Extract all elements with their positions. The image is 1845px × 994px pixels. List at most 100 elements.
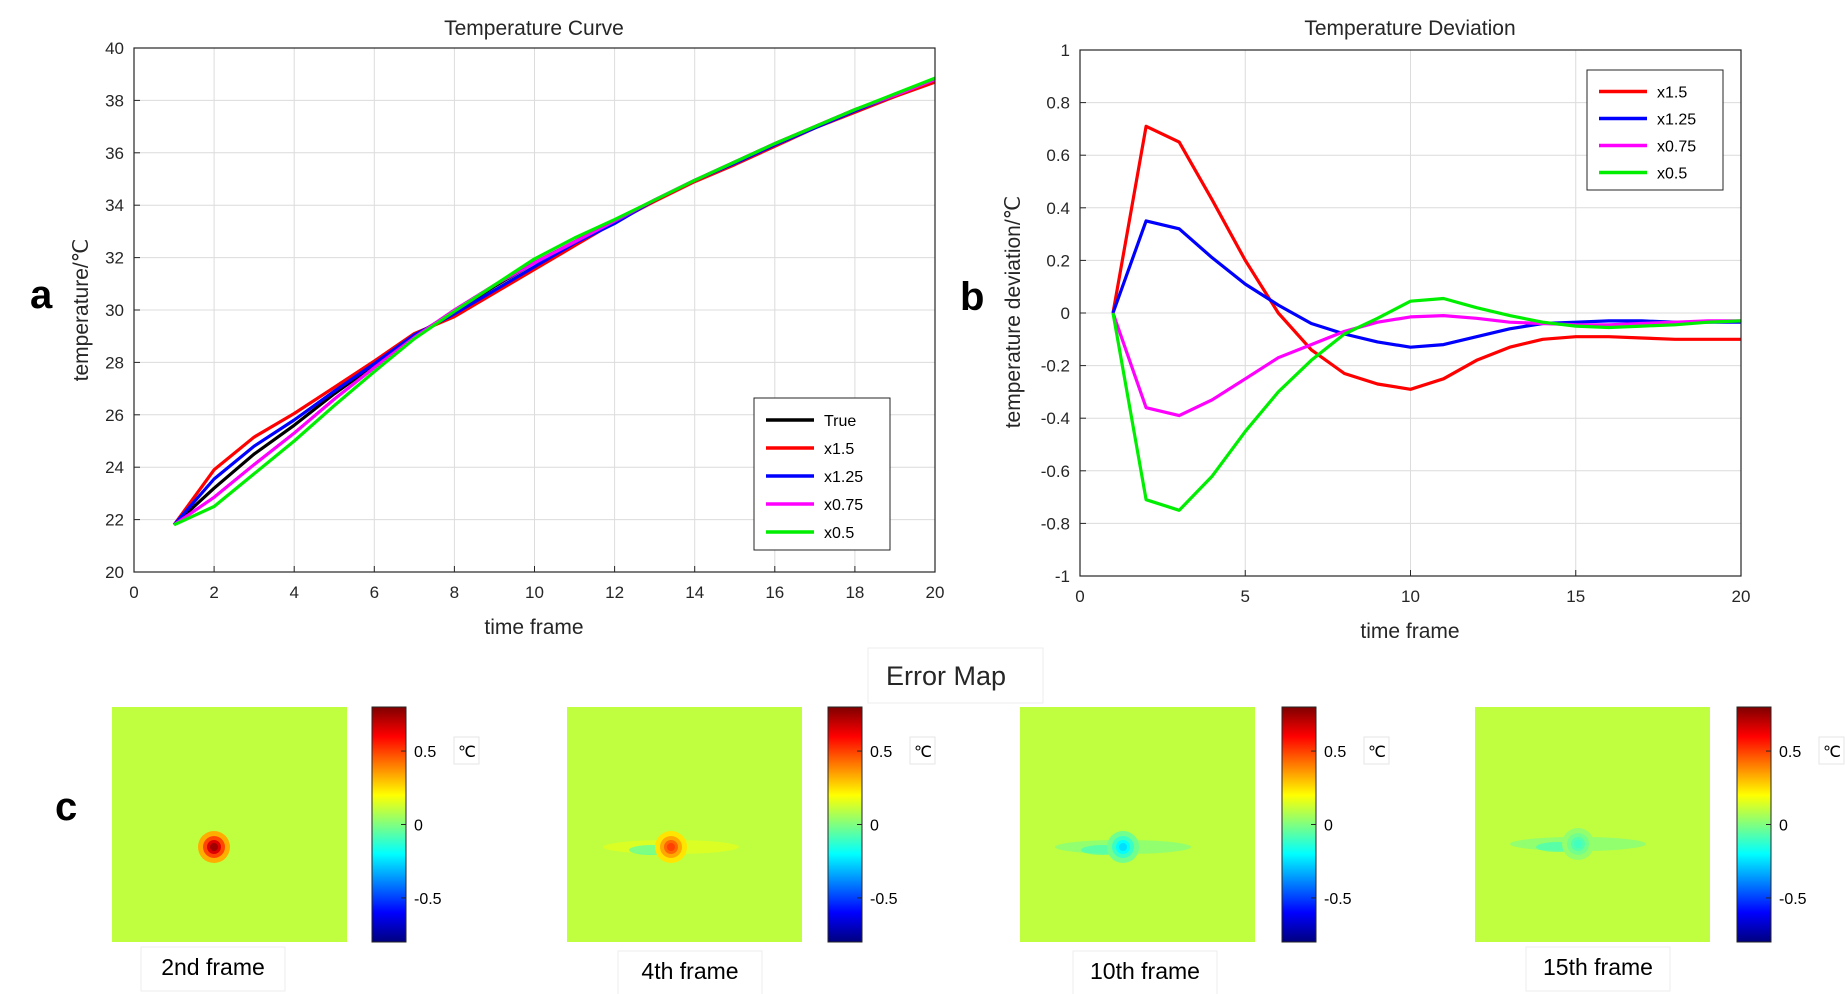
x-tick-label: 5 xyxy=(1241,587,1250,606)
colorbar xyxy=(827,706,863,943)
legend-box xyxy=(753,397,891,551)
y-tick-label: 32 xyxy=(105,249,124,268)
colorbar-tick-label: -0.5 xyxy=(414,891,442,908)
colorbar-tick-label: 0 xyxy=(1324,818,1333,835)
x-tick-label: 18 xyxy=(845,583,864,602)
x-tick-label: 6 xyxy=(370,583,379,602)
colorbar xyxy=(1281,706,1317,943)
colorbar xyxy=(371,706,407,943)
x-tick-label: 12 xyxy=(605,583,624,602)
x-tick-label: 14 xyxy=(685,583,704,602)
colorbar-unit: ℃ xyxy=(914,744,932,761)
colorbar-tick-label: 0.5 xyxy=(414,744,436,761)
x-tick-label: 20 xyxy=(926,583,945,602)
colorbar xyxy=(1736,706,1772,943)
caption-box xyxy=(617,950,763,994)
colorbar-tick-label: 0.5 xyxy=(870,744,892,761)
legend-label: x0.5 xyxy=(1657,166,1687,183)
caption-box xyxy=(140,946,286,992)
y-tick-label: -0.8 xyxy=(1041,514,1070,533)
x-tick-label: 2 xyxy=(209,583,218,602)
y-tick-label: 30 xyxy=(105,301,124,320)
unit-box xyxy=(1818,736,1845,765)
error-map-2: 0.5 0 -0.5 ℃ 4th frame xyxy=(567,706,936,994)
map-caption: 15th frame xyxy=(1543,954,1653,980)
x-axis-label-b: time frame xyxy=(1360,620,1459,643)
chart-title-b: Temperature Deviation xyxy=(1304,17,1515,40)
colorbar-tick-label: -0.5 xyxy=(1779,891,1807,908)
series-line-x0-75 xyxy=(1111,312,1741,418)
error-spot xyxy=(210,843,218,851)
y-tick-label: 36 xyxy=(105,144,124,163)
y-tick-label: 20 xyxy=(105,563,124,582)
caption-box xyxy=(1072,950,1218,994)
legend-a: True x1.5 x1.25 x0.75 x0.5 xyxy=(753,397,891,551)
x-axis-label-a: time frame xyxy=(484,616,583,639)
y-tick-label: 26 xyxy=(105,406,124,425)
legend-label: x1.5 xyxy=(1657,85,1687,102)
error-map-title-box xyxy=(867,647,1044,704)
y-tick-label: 22 xyxy=(105,511,124,530)
error-spot xyxy=(1574,840,1582,848)
x-tick-label: 20 xyxy=(1732,587,1751,606)
colorbar-unit: ℃ xyxy=(458,744,476,761)
colorbar-unit: ℃ xyxy=(1823,744,1841,761)
colorbar-tick-label: 0 xyxy=(870,818,879,835)
x-tick-label: 8 xyxy=(450,583,459,602)
unit-box xyxy=(453,736,480,765)
y-tick-label: 34 xyxy=(105,196,124,215)
error-map-panel: Error Map 0.5 0 -0.5 ℃ 2nd frame 0.5 0 -0.5 ℃ 4th… xyxy=(112,647,1845,994)
map-caption: 10th frame xyxy=(1090,958,1200,984)
legend-b: x1.5 x1.25 x0.75 x0.5 xyxy=(1586,69,1724,191)
series-group-b xyxy=(1111,124,1742,512)
legend-label: x1.25 xyxy=(824,469,863,486)
x-tick-label: 0 xyxy=(1075,587,1084,606)
x-tick-label: 16 xyxy=(765,583,784,602)
legend-label: x0.75 xyxy=(824,497,863,514)
y-tick-label: 0.6 xyxy=(1046,146,1070,165)
legend-label: x1.5 xyxy=(824,441,854,458)
colorbar-tick-label: -0.5 xyxy=(1324,891,1352,908)
y-axis-label-a: temperature/℃ xyxy=(70,239,93,382)
y-tick-label: -0.6 xyxy=(1041,462,1070,481)
legend-label: x0.75 xyxy=(1657,139,1696,156)
y-tick-label: 0 xyxy=(1061,304,1070,323)
y-axis-label-b: temperature deviation/℃ xyxy=(1002,196,1025,429)
map-caption: 2nd frame xyxy=(161,954,265,980)
error-map-image xyxy=(1020,707,1255,942)
ticks-b: 0 5 10 15 20 -1 -0.8 -0.6 -0.4 -0.2 0 0.2 0.4 0.6 0.8 1 xyxy=(1041,41,1751,606)
y-tick-label: 1 xyxy=(1061,41,1070,60)
series-line-x0-5 xyxy=(173,76,936,527)
temperature-deviation-chart: 0 5 10 15 20 -1 -0.8 -0.6 -0.4 -0.2 0 0.2 0.4 0.6 0.8 1… xyxy=(1002,17,1750,643)
y-tick-label: 38 xyxy=(105,91,124,110)
panel-label-b: b xyxy=(960,275,984,319)
error-map-3: 0.5 0 -0.5 ℃ 10th frame xyxy=(1020,706,1390,994)
y-tick-label: 0.2 xyxy=(1046,251,1070,270)
y-tick-label: 40 xyxy=(105,39,124,58)
x-tick-label: 10 xyxy=(525,583,544,602)
series-line-x1-5 xyxy=(1111,124,1741,391)
y-tick-label: 24 xyxy=(105,458,124,477)
x-tick-label: 0 xyxy=(129,583,138,602)
series-line-x1-25 xyxy=(1111,219,1741,349)
panel-label-a: a xyxy=(30,273,53,317)
legend-label: x1.25 xyxy=(1657,112,1696,129)
error-spot xyxy=(667,843,675,851)
y-tick-label: 0.4 xyxy=(1046,199,1070,218)
error-map-image xyxy=(112,707,347,942)
error-map-title: Error Map xyxy=(886,661,1006,691)
unit-box xyxy=(1363,736,1390,765)
error-map-4: 0.5 0 -0.5 ℃ 15th frame xyxy=(1475,706,1845,992)
colorbar-tick-label: 0.5 xyxy=(1324,744,1346,761)
series-group-a xyxy=(172,76,936,527)
y-tick-label: -0.4 xyxy=(1041,409,1070,428)
panel-label-c: c xyxy=(55,785,77,829)
error-map-1: 0.5 0 -0.5 ℃ 2nd frame xyxy=(112,706,480,992)
series-line-x0-5 xyxy=(1111,296,1742,512)
y-tick-label: -1 xyxy=(1055,567,1070,586)
colorbar-unit: ℃ xyxy=(1368,744,1386,761)
legend-label: True xyxy=(824,413,856,430)
